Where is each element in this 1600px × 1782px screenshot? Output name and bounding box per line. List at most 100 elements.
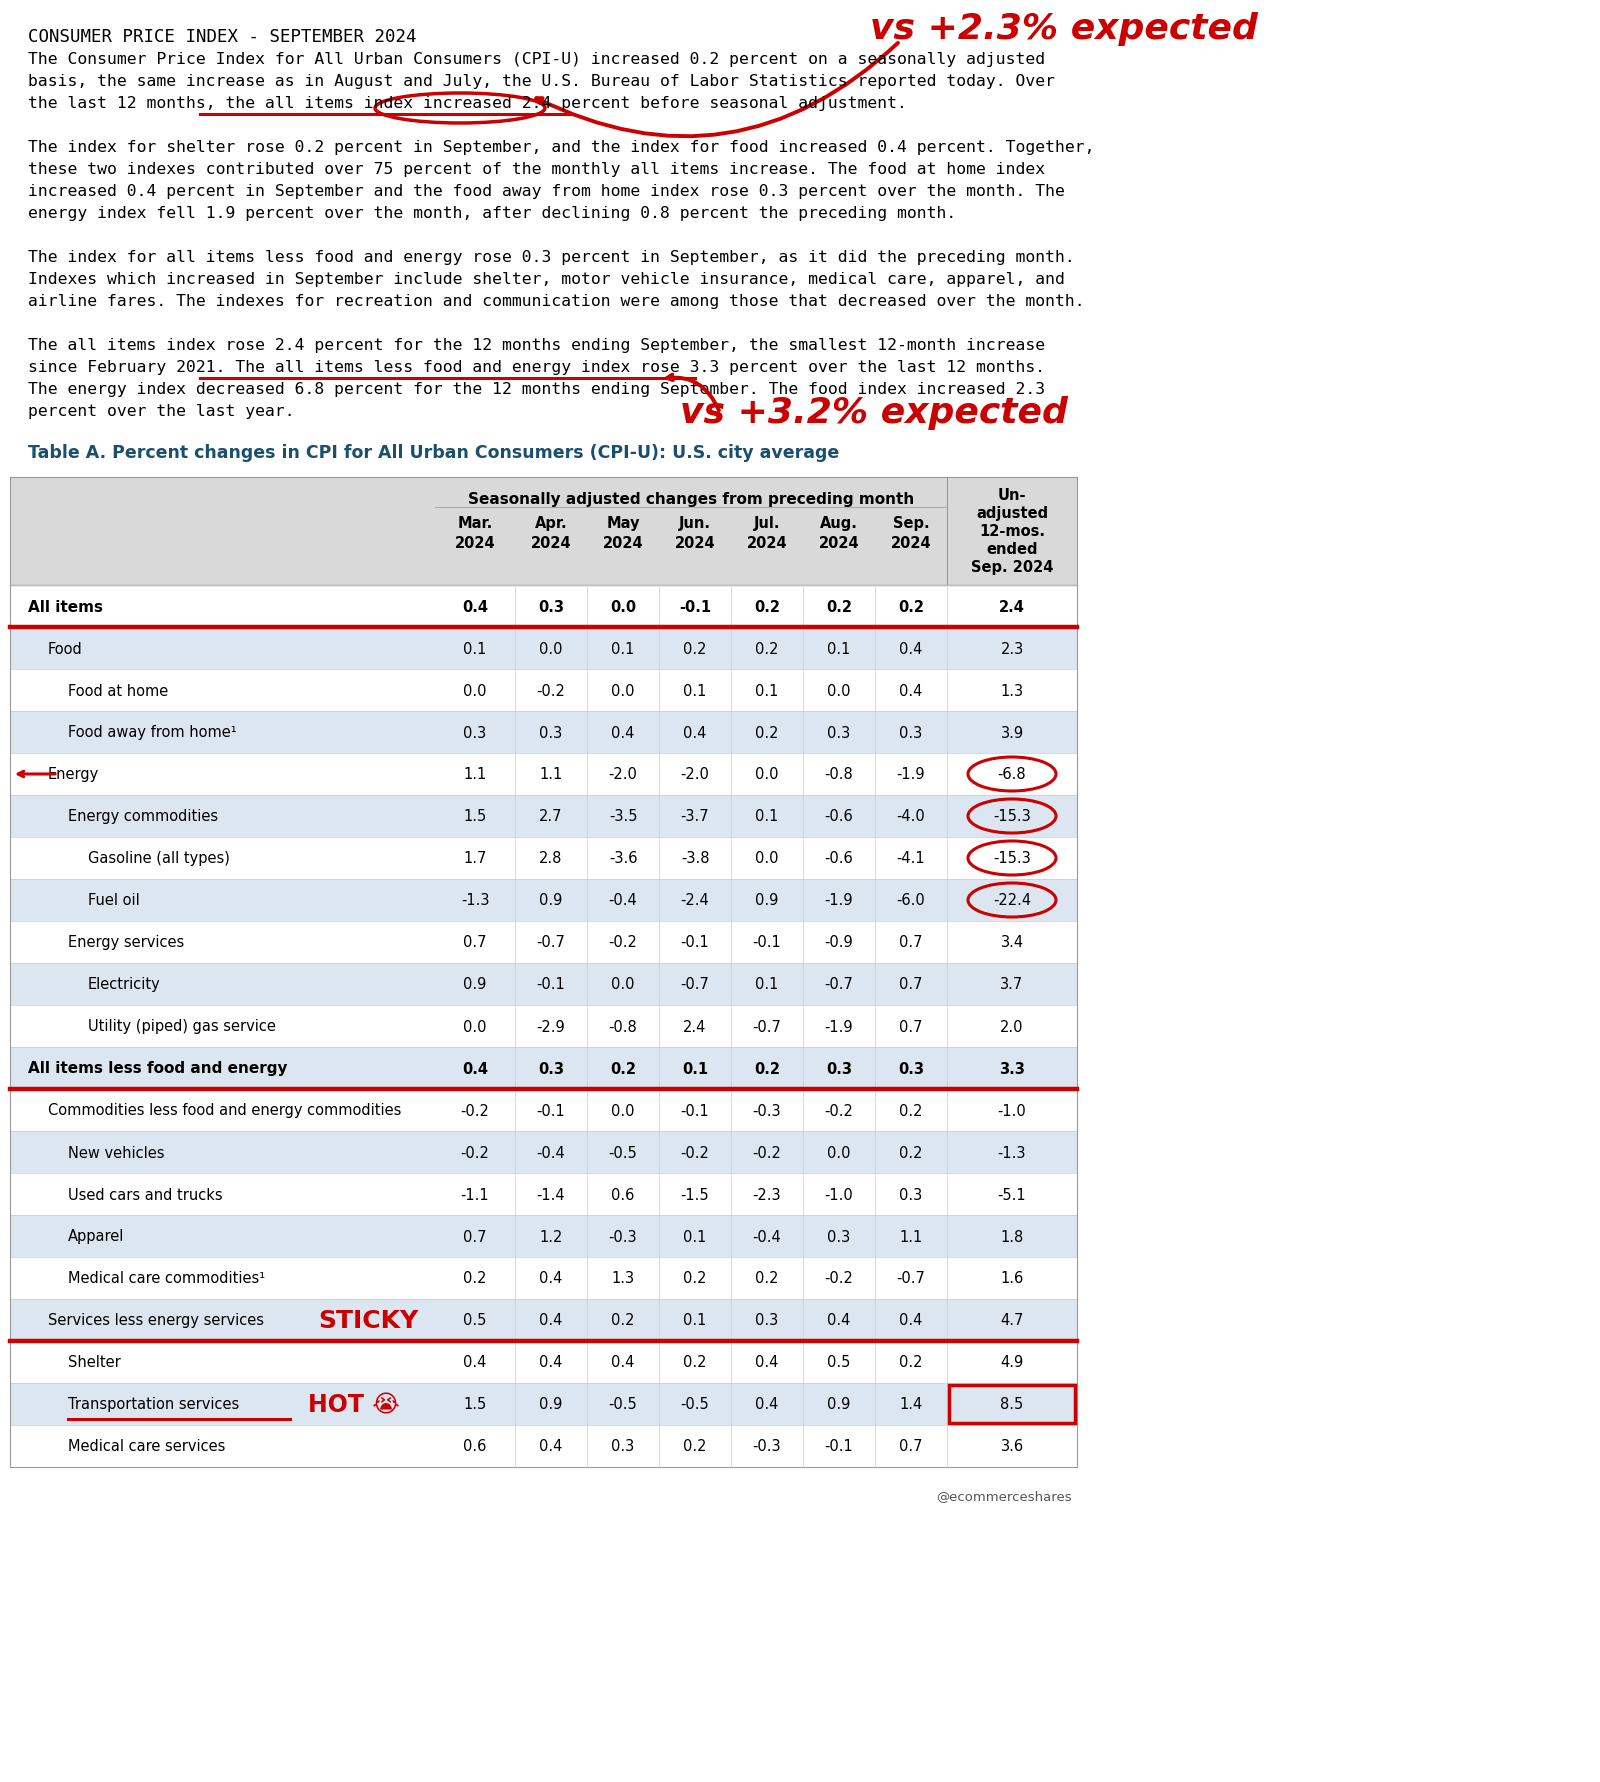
Text: -0.7: -0.7	[680, 977, 709, 993]
Text: 0.4: 0.4	[755, 1397, 779, 1411]
Bar	[10, 1089, 1077, 1132]
Text: 2024: 2024	[531, 536, 571, 551]
Text: 4.9: 4.9	[1000, 1354, 1024, 1370]
Text: 0.4: 0.4	[611, 1354, 635, 1370]
Text: Commodities less food and energy commodities: Commodities less food and energy commodi…	[48, 1103, 402, 1117]
Text: 0.4: 0.4	[539, 1313, 563, 1328]
Text: 1.4: 1.4	[899, 1397, 923, 1411]
Text: 0.7: 0.7	[899, 1019, 923, 1034]
Text: 0.2: 0.2	[610, 1060, 637, 1076]
Text: Medical care commodities¹: Medical care commodities¹	[67, 1271, 266, 1287]
Text: 2.0: 2.0	[1000, 1019, 1024, 1034]
Text: -2.4: -2.4	[680, 893, 709, 909]
Text: 0.9: 0.9	[539, 893, 563, 909]
Text: Utility (piped) gas service: Utility (piped) gas service	[88, 1019, 275, 1034]
Text: 0.2: 0.2	[611, 1313, 635, 1328]
Text: 0.1: 0.1	[611, 642, 635, 656]
Text: -4.0: -4.0	[896, 809, 925, 823]
Text: 12-mos.: 12-mos.	[979, 524, 1045, 538]
Text: 0.0: 0.0	[755, 852, 779, 866]
Text: 0.4: 0.4	[755, 1354, 779, 1370]
Text: Sep.: Sep.	[893, 515, 930, 531]
Text: -0.2: -0.2	[752, 1144, 781, 1160]
Text: -2.0: -2.0	[680, 766, 709, 782]
Text: Gasoline (all types): Gasoline (all types)	[88, 852, 230, 866]
Text: 0.9: 0.9	[755, 893, 779, 909]
Text: 0.3: 0.3	[898, 1060, 925, 1076]
Text: 0.1: 0.1	[683, 683, 707, 699]
Text: -0.2: -0.2	[824, 1103, 853, 1117]
Text: STICKY: STICKY	[318, 1308, 418, 1333]
Text: 0.9: 0.9	[827, 1397, 851, 1411]
Text: -0.1: -0.1	[680, 936, 709, 950]
Text: -1.0: -1.0	[824, 1187, 853, 1201]
Text: -0.1: -0.1	[824, 1438, 853, 1454]
Text: Seasonally adjusted changes from preceding month: Seasonally adjusted changes from precedi…	[467, 492, 914, 506]
Text: All items less food and energy: All items less food and energy	[29, 1060, 288, 1076]
Text: Energy: Energy	[48, 766, 99, 782]
Text: -0.2: -0.2	[536, 683, 565, 699]
Text: 0.1: 0.1	[755, 809, 779, 823]
Text: 0.2: 0.2	[899, 1144, 923, 1160]
Text: 0.0: 0.0	[611, 1103, 635, 1117]
Text: May: May	[606, 515, 640, 531]
Bar	[10, 921, 1077, 964]
Text: 1.1: 1.1	[899, 1230, 923, 1244]
Text: Un-: Un-	[998, 488, 1026, 503]
Text: the last 12 months, the all items index increased 2.4 percent before seasonal ad: the last 12 months, the all items index …	[29, 96, 907, 110]
Bar	[10, 795, 1077, 838]
Text: increased 0.4 percent in September and the food away from home index rose 0.3 pe: increased 0.4 percent in September and t…	[29, 184, 1066, 200]
Text: CONSUMER PRICE INDEX - SEPTEMBER 2024: CONSUMER PRICE INDEX - SEPTEMBER 2024	[29, 29, 416, 46]
Text: Shelter: Shelter	[67, 1354, 120, 1370]
Text: The index for all items less food and energy rose 0.3 percent in September, as i: The index for all items less food and en…	[29, 249, 1075, 266]
Text: 0.5: 0.5	[827, 1354, 851, 1370]
Bar	[10, 478, 1077, 586]
Text: Table A. Percent changes in CPI for All Urban Consumers (CPI-U): U.S. city avera: Table A. Percent changes in CPI for All …	[29, 444, 840, 462]
Bar	[10, 1173, 1077, 1215]
Text: 3.3: 3.3	[998, 1060, 1026, 1076]
Text: airline fares. The indexes for recreation and communication were among those tha: airline fares. The indexes for recreatio…	[29, 294, 1085, 308]
Text: -1.9: -1.9	[824, 1019, 853, 1034]
Text: All items: All items	[29, 599, 102, 615]
Text: -0.3: -0.3	[608, 1230, 637, 1244]
Text: Food at home: Food at home	[67, 683, 168, 699]
Text: 1.1: 1.1	[539, 766, 563, 782]
Text: Mar.: Mar.	[458, 515, 493, 531]
Text: -3.7: -3.7	[680, 809, 709, 823]
Text: 3.6: 3.6	[1000, 1438, 1024, 1454]
Text: 0.2: 0.2	[899, 1103, 923, 1117]
Text: -1.9: -1.9	[824, 893, 853, 909]
Text: 0.4: 0.4	[827, 1313, 851, 1328]
Text: 3.9: 3.9	[1000, 725, 1024, 740]
Text: adjusted: adjusted	[976, 506, 1048, 520]
Text: 0.3: 0.3	[826, 1060, 851, 1076]
Text: 0.4: 0.4	[539, 1271, 563, 1287]
Text: Energy services: Energy services	[67, 936, 184, 950]
Text: 0.2: 0.2	[755, 642, 779, 656]
Text: 0.4: 0.4	[683, 725, 707, 740]
Text: 0.2: 0.2	[683, 1438, 707, 1454]
Bar	[10, 1383, 1077, 1426]
Text: 0.1: 0.1	[464, 642, 486, 656]
Text: Food: Food	[48, 642, 83, 656]
Text: -1.3: -1.3	[461, 893, 490, 909]
Bar	[10, 964, 1077, 1005]
Bar	[949, 1385, 1075, 1424]
Text: 0.4: 0.4	[462, 599, 488, 615]
Text: 0.4: 0.4	[611, 725, 635, 740]
Text: 0.3: 0.3	[538, 1060, 563, 1076]
Text: 0.3: 0.3	[827, 725, 851, 740]
Text: 0.5: 0.5	[464, 1313, 486, 1328]
Text: Food away from home¹: Food away from home¹	[67, 725, 237, 740]
Text: 0.3: 0.3	[538, 599, 563, 615]
Text: 0.3: 0.3	[611, 1438, 635, 1454]
Text: -0.5: -0.5	[608, 1144, 637, 1160]
Text: -3.8: -3.8	[680, 852, 709, 866]
Text: Sep. 2024: Sep. 2024	[971, 560, 1053, 574]
Text: The Consumer Price Index for All Urban Consumers (CPI-U) increased 0.2 percent o: The Consumer Price Index for All Urban C…	[29, 52, 1045, 68]
Text: -0.2: -0.2	[461, 1144, 490, 1160]
Text: The energy index decreased 6.8 percent for the 12 months ending September. The f: The energy index decreased 6.8 percent f…	[29, 381, 1045, 397]
Text: -5.1: -5.1	[998, 1187, 1026, 1201]
Text: 1.6: 1.6	[1000, 1271, 1024, 1287]
Text: -1.0: -1.0	[998, 1103, 1026, 1117]
